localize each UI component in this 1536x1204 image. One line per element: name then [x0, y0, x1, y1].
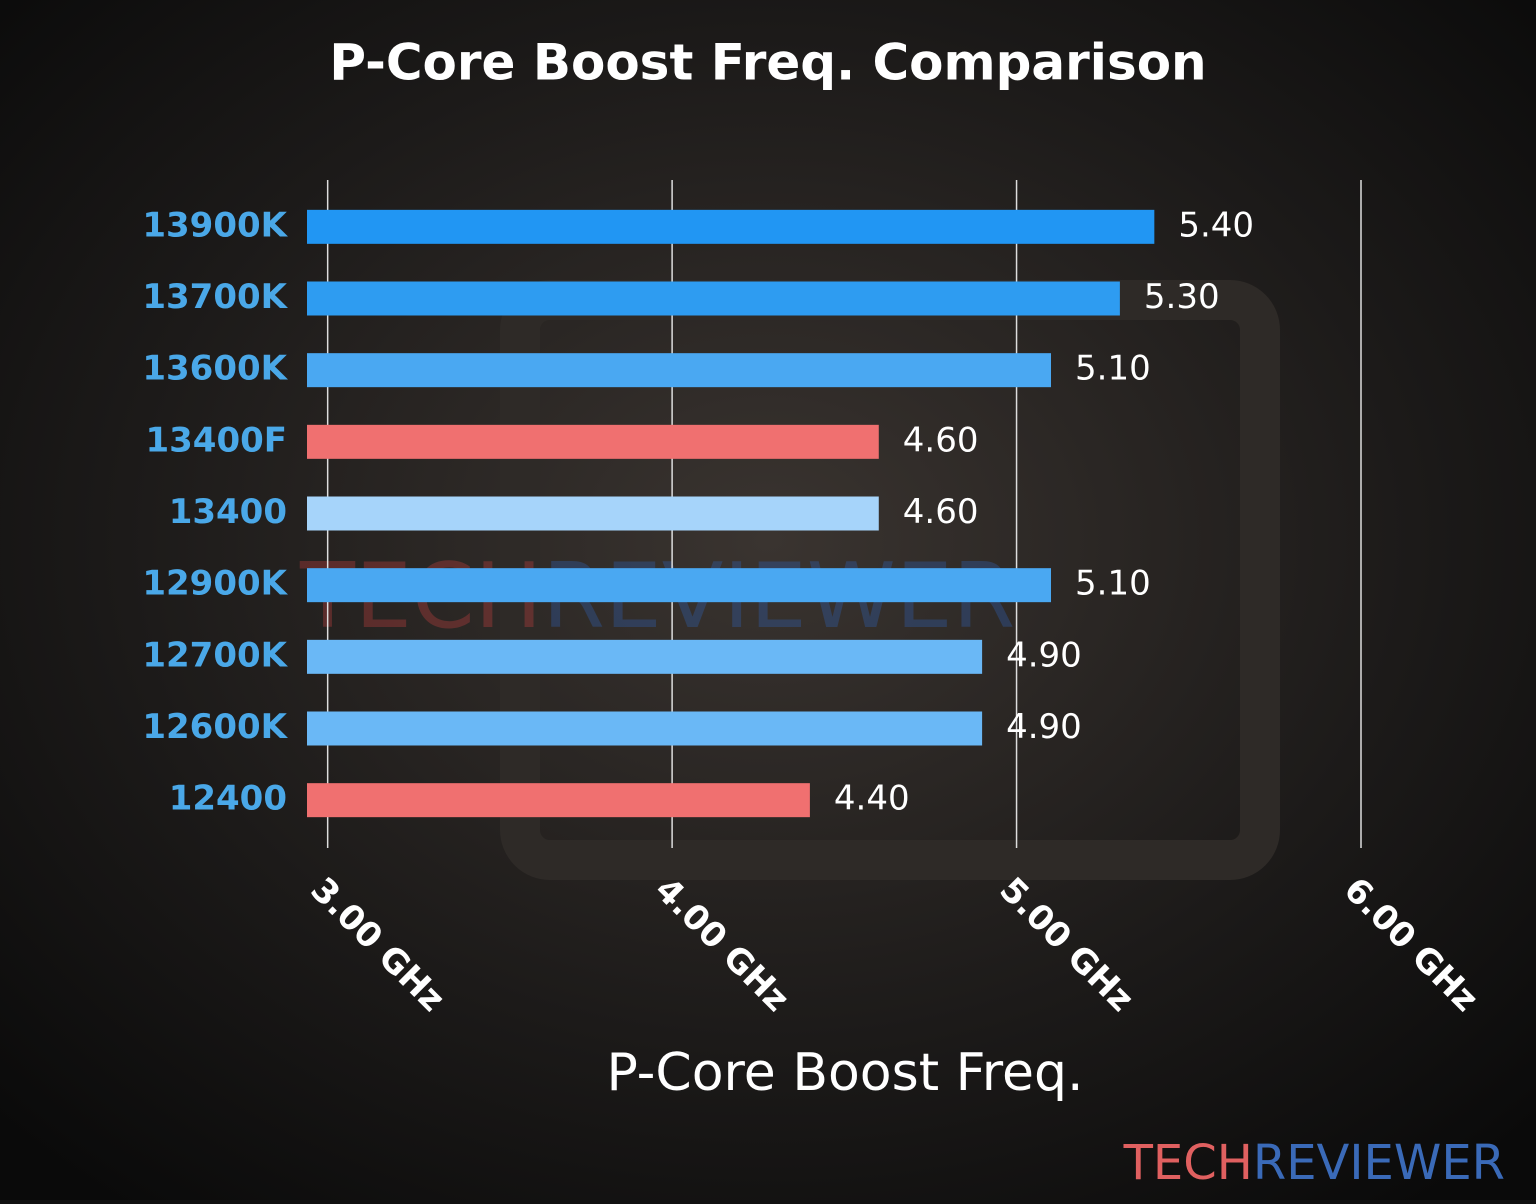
value-label: 5.30 [1144, 277, 1220, 317]
y-tick-label: 13900K [142, 205, 288, 245]
bar [307, 209, 1155, 244]
bar [307, 281, 1120, 316]
y-tick-label: 12700K [142, 635, 288, 675]
logo-part: REVIEWER [1253, 1135, 1505, 1191]
bar [307, 639, 983, 674]
bar [307, 711, 983, 746]
value-label: 4.60 [903, 492, 979, 532]
x-axis-label: P-Core Boost Freq. [606, 1043, 1083, 1103]
y-tick-label: 13400F [145, 420, 287, 460]
y-tick-label: 12900K [142, 564, 288, 604]
value-label: 4.40 [834, 779, 910, 819]
value-label: 4.90 [1006, 635, 1082, 675]
value-label: 4.60 [903, 420, 979, 460]
bar [307, 353, 1051, 388]
chart-title: P-Core Boost Freq. Comparison [329, 34, 1206, 92]
value-label: 4.90 [1006, 707, 1082, 747]
logo-part: TECH [1123, 1135, 1253, 1191]
y-tick-label: 13700K [142, 277, 288, 317]
bar [307, 496, 879, 531]
value-label: 5.10 [1075, 564, 1151, 604]
bar [307, 783, 810, 818]
y-tick-label: 12600K [142, 707, 288, 747]
y-tick-label: 13400 [169, 492, 287, 532]
value-label: 5.10 [1075, 349, 1151, 389]
bar [307, 568, 1051, 603]
bar [307, 424, 879, 459]
value-label: 5.40 [1178, 205, 1254, 245]
y-tick-label: 13600K [142, 349, 288, 389]
y-tick-label: 12400 [169, 779, 287, 819]
logo: TECHREVIEWER [1123, 1135, 1505, 1191]
